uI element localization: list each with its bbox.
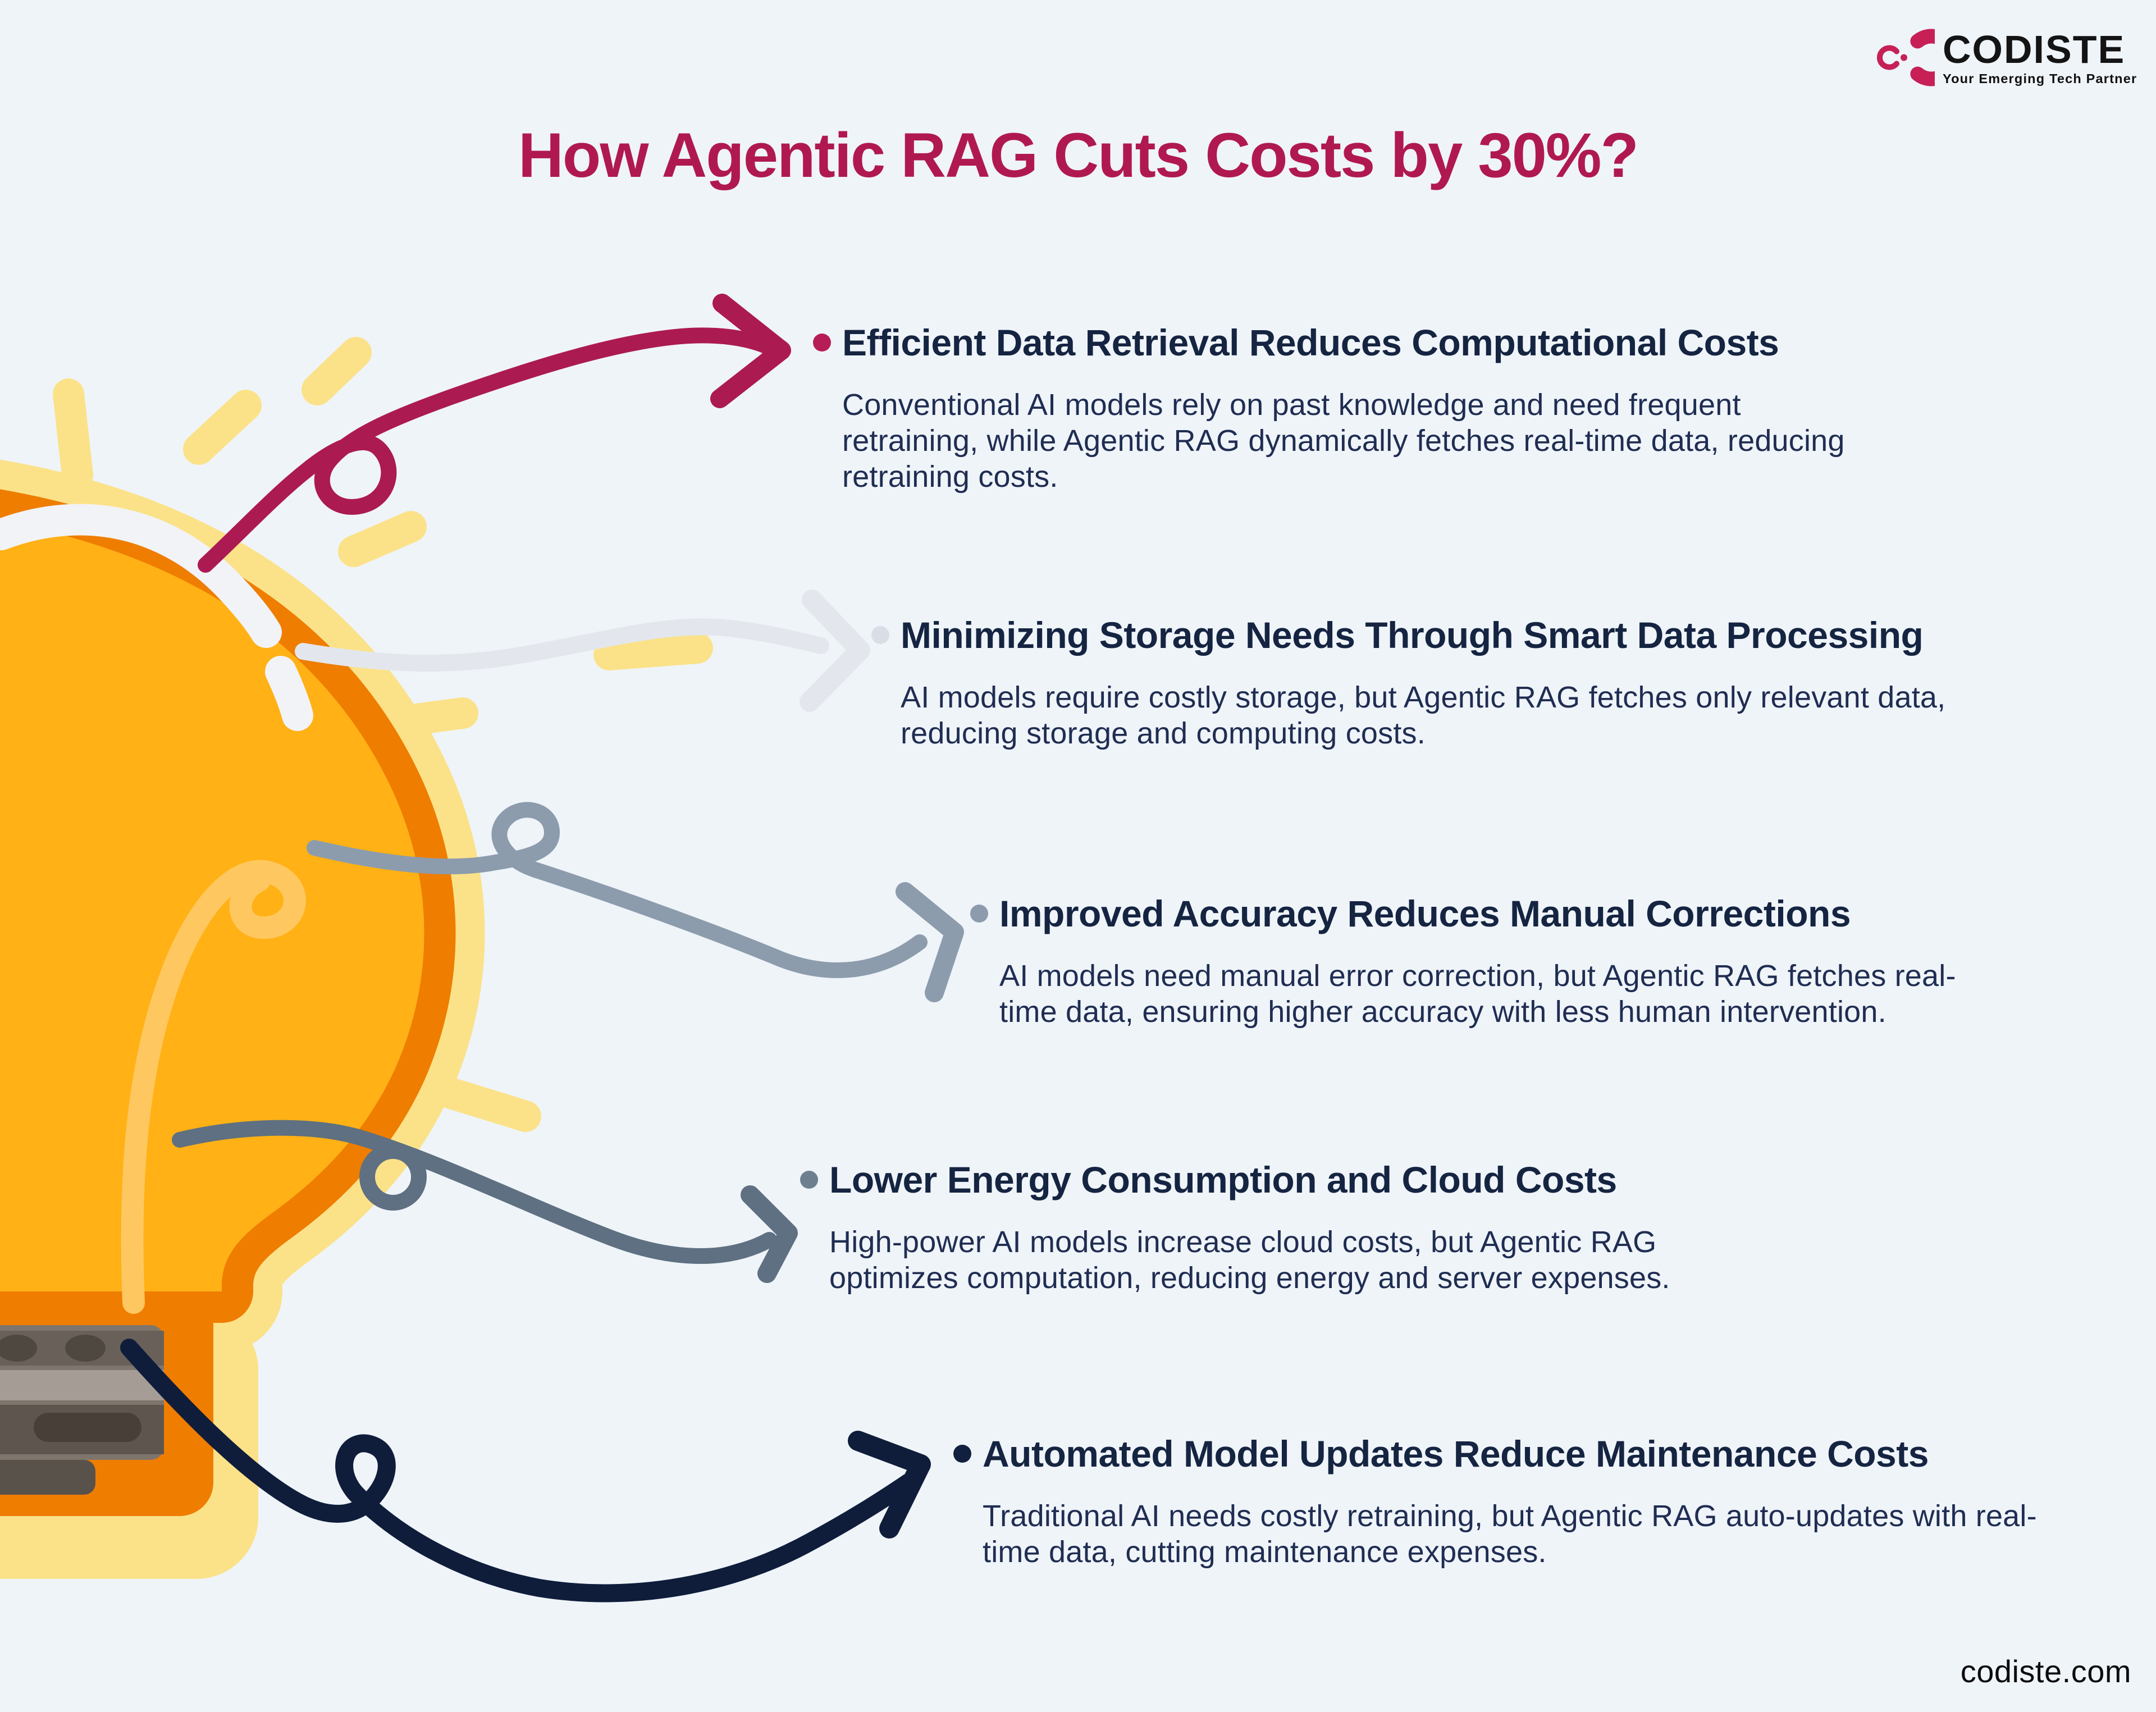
section-lower-energy: Lower Energy Consumption and Cloud Costs… xyxy=(800,1159,1773,1296)
page-title: How Agentic RAG Cuts Costs by 30%? xyxy=(518,120,1639,190)
section-body: AI models require costly storage, but Ag… xyxy=(901,681,1946,750)
section-automated-updates: Automated Model Updates Reduce Maintenan… xyxy=(953,1433,2055,1570)
bulb-filament xyxy=(121,860,306,1314)
section-efficient-data-retrieval: Efficient Data Retrieval Reduces Computa… xyxy=(813,322,1853,495)
arrow-3 xyxy=(307,802,964,1002)
section-minimizing-storage: Minimizing Storage Needs Through Smart D… xyxy=(871,614,2029,751)
arrowhead-1 xyxy=(710,294,791,408)
arrowhead-4 xyxy=(741,1185,798,1283)
section-heading: Automated Model Updates Reduce Maintenan… xyxy=(983,1433,1929,1474)
arrow-4 xyxy=(172,1120,798,1283)
arrow-5 xyxy=(120,1339,931,1603)
section-heading: Efficient Data Retrieval Reduces Computa… xyxy=(842,322,1779,363)
bullet-dot xyxy=(953,1445,971,1463)
light-rays xyxy=(53,337,713,1132)
bulb-highlight xyxy=(0,504,313,731)
bullet-dot xyxy=(970,905,988,923)
section-heading: Minimizing Storage Needs Through Smart D… xyxy=(901,614,1924,656)
section-body: AI models need manual error correction, … xyxy=(999,959,1956,1029)
bullet-dot xyxy=(813,334,831,351)
bullet-dot xyxy=(871,626,889,644)
logo-company-name: CODISTE xyxy=(1943,27,2126,71)
arrow-1 xyxy=(198,294,791,573)
arrowhead-3 xyxy=(896,882,964,1002)
section-body: Conventional AI models rely on past know… xyxy=(842,388,1845,494)
bullet-dot xyxy=(800,1171,818,1189)
codiste-logo-icon xyxy=(1877,29,1935,86)
section-heading: Improved Accuracy Reduces Manual Correct… xyxy=(999,893,1851,934)
logo-tagline: Your Emerging Tech Partner xyxy=(1943,71,2137,86)
section-body: High-power AI models increase cloud cost… xyxy=(829,1225,1670,1295)
section-improved-accuracy: Improved Accuracy Reduces Manual Correct… xyxy=(970,893,2010,1030)
arrow-2 xyxy=(295,590,870,712)
section-body: Traditional AI needs costly retraining, … xyxy=(983,1499,2037,1569)
arrowhead-2 xyxy=(800,590,870,712)
codiste-logo: CODISTE Your Emerging Tech Partner xyxy=(1873,25,2137,91)
website-url: codiste.com xyxy=(1960,1654,2131,1689)
section-heading: Lower Energy Consumption and Cloud Costs xyxy=(829,1159,1617,1200)
arrow-4-loop xyxy=(359,1143,427,1211)
arrowhead-5 xyxy=(848,1431,931,1538)
